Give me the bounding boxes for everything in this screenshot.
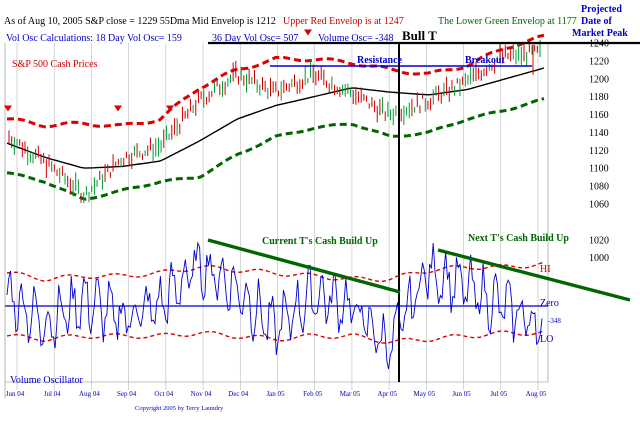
x-tick-label: Oct 04	[154, 390, 173, 398]
x-tick-label: Jan 05	[266, 390, 285, 398]
oscillator-line	[6, 241, 543, 370]
y-tick-label: 1140	[589, 128, 609, 139]
header-vol-osc-36: 36 Day Vol Osc= 507	[212, 33, 299, 44]
price-panel	[4, 29, 640, 382]
header-lower-envelope: The Lower Green Envelop at 1177	[438, 16, 577, 27]
x-tick-label: Nov 04	[191, 390, 212, 398]
lo-label: LO	[540, 334, 554, 345]
header-as-of: As of Aug 10, 2005 S&P close = 1229 55Dm…	[4, 16, 276, 27]
projected-line-3: Market Peak	[572, 28, 628, 39]
x-tick-label: Aug 04	[79, 390, 100, 398]
lower-envelope-line	[6, 97, 545, 201]
red-triangle-marker	[304, 29, 312, 36]
upper-envelope-line	[6, 33, 545, 129]
zero-label: Zero	[540, 298, 559, 309]
next-t-label: Next T's Cash Build Up	[468, 233, 569, 244]
y-tick-label: 1080	[589, 182, 609, 193]
red-triangle-marker	[4, 105, 12, 112]
hi-band-line	[6, 261, 545, 283]
red-triangle-marker	[166, 105, 174, 112]
y-tick-label: 1020	[589, 235, 609, 246]
axes: Jun 04 Jul 04 Aug 04 Sep 04 Oct 04 Nov 04 Dec …	[6, 39, 609, 399]
copyright: Copyright 2005 by Terry Laundry	[135, 405, 224, 412]
breakout-label: Breakout	[465, 55, 505, 66]
osc-value-label: -348	[548, 317, 561, 325]
projected-line-2: Date of	[581, 16, 612, 27]
sp500-label: S&P 500 Cash Prices	[12, 59, 98, 70]
x-tick-label: Sep 04	[117, 390, 137, 398]
next-t-trendline	[437, 248, 631, 302]
header-upper-envelope: Upper Red Envelop is at 1247	[283, 16, 404, 27]
y-tick-label: 1200	[589, 74, 609, 85]
bull-t-label: Bull T	[402, 28, 437, 43]
current-t-label: Current T's Cash Build Up	[262, 236, 378, 247]
current-t-trendline	[207, 238, 401, 294]
x-tick-label: Apr 05	[377, 390, 397, 398]
y-tick-label: 1180	[589, 92, 609, 103]
projected-line-1: Projected	[581, 4, 622, 15]
x-tick-label: Mar 05	[340, 390, 361, 398]
x-tick-label: Jun 05	[452, 390, 471, 398]
y-tick-label: 1240	[589, 39, 609, 50]
red-triangle-marker	[114, 105, 122, 112]
x-tick-label: May 05	[414, 390, 436, 398]
x-tick-label: Jul 05	[490, 390, 507, 398]
y-tick-label: 1220	[589, 56, 609, 67]
resistance-label: Resistance	[357, 55, 402, 66]
x-tick-label: Aug 05	[526, 390, 547, 398]
x-tick-label: Jul 04	[44, 390, 61, 398]
y-tick-label: 1000	[589, 253, 609, 264]
x-tick-label: Dec 04	[228, 390, 249, 398]
volume-oscillator-title: Volume Oscillator	[10, 375, 83, 386]
header-vol-osc-calc: Vol Osc Calculations: 18 Day Vol Osc= 15…	[6, 33, 182, 44]
header-volume-osc: Volume Osc= -348	[318, 33, 394, 44]
y-tick-label: 1060	[589, 200, 609, 211]
vertical-gridlines	[16, 43, 539, 390]
hi-label: HI	[540, 264, 551, 275]
x-tick-label: Jun 04	[6, 390, 25, 398]
x-tick-label: Feb 05	[303, 390, 323, 398]
y-tick-label: 1160	[589, 110, 609, 121]
background-layer	[4, 43, 549, 398]
oscillator-panel	[5, 238, 631, 370]
y-tick-label: 1100	[589, 164, 609, 175]
y-tick-label: 1120	[589, 146, 609, 157]
